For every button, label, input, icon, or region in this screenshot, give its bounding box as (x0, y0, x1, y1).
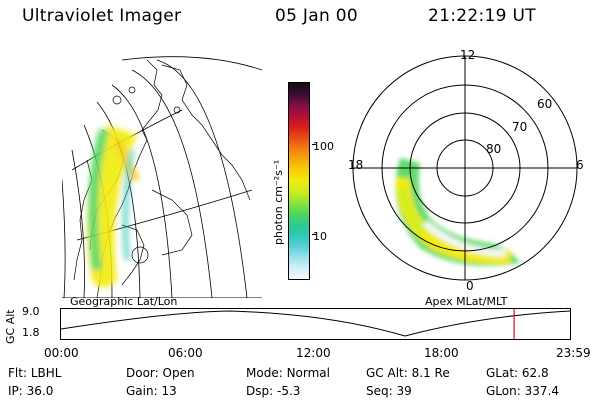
app-title: Ultraviolet Imager (22, 6, 182, 26)
status-seq: Seq: 39 (366, 384, 412, 398)
status-gain: Gain: 13 (126, 384, 177, 398)
altitude-ylabel: GC Alt (4, 309, 17, 344)
mlat-label-80: 80 (486, 142, 502, 156)
mlat-label-70: 70 (512, 120, 528, 134)
status-filter: Flt: LBHL (8, 366, 62, 380)
polar-mlt-plot (352, 55, 578, 281)
altitude-ytick-bottom: 1.8 (22, 326, 40, 339)
colorbar-tick-100: 100 (313, 140, 334, 153)
colorbar (288, 82, 310, 280)
status-glon: GLon: 337.4 (486, 384, 559, 398)
status-ip: IP: 36.0 (8, 384, 54, 398)
geographic-map-panel (62, 56, 262, 298)
status-glat: GLat: 62.8 (486, 366, 549, 380)
altitude-plot (60, 308, 571, 340)
colorbar-tick-mark (312, 144, 316, 145)
status-gc-alt: GC Alt: 8.1 Re (366, 366, 450, 380)
header-time: 21:22:19 UT (428, 6, 536, 26)
mlt-label-0: 0 (466, 279, 474, 293)
mlt-label-6: 6 (576, 158, 584, 172)
altitude-xtick-1200: 12:00 (296, 346, 331, 360)
altitude-ytick-top: 9.0 (22, 305, 40, 318)
header-date: 05 Jan 00 (275, 6, 358, 26)
colorbar-label: photon cm⁻²s⁻¹ (272, 159, 285, 245)
altitude-xtick-0600: 06:00 (168, 346, 203, 360)
altitude-xtick-2359: 23:59 (556, 346, 591, 360)
colorbar-tick-mark (312, 234, 316, 235)
status-mode: Mode: Normal (246, 366, 330, 380)
status-dsp: Dsp: -5.3 (246, 384, 301, 398)
mlt-label-12: 12 (460, 48, 476, 62)
altitude-xtick-0000: 00:00 (44, 346, 79, 360)
colorbar-tick-10: 10 (313, 230, 327, 243)
colorbar-gradient (289, 83, 309, 279)
right-panel-caption: Apex MLat/MLT (425, 295, 508, 308)
altitude-xtick-1800: 18:00 (424, 346, 459, 360)
left-panel-caption: Geographic Lat/Lon (70, 295, 178, 308)
mlt-label-18: 18 (348, 158, 364, 172)
status-door: Door: Open (126, 366, 195, 380)
mlat-label-60: 60 (537, 97, 553, 111)
